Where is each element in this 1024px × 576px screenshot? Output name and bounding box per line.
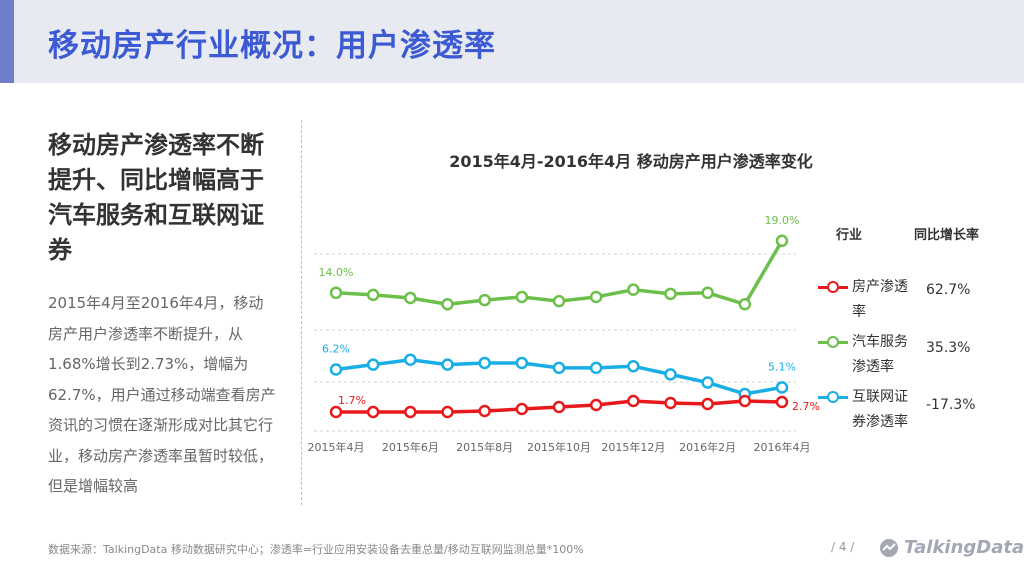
data-point [552,361,566,375]
header-bar [0,0,1024,83]
brand-logo: TalkingData [878,536,1024,560]
data-point [515,356,529,370]
data-point [366,358,380,371]
data-label: 19.0% [765,214,800,227]
data-point [627,359,640,373]
data-point [701,397,714,411]
page-number: / 4 / [831,540,855,554]
data-label: 6.2% [322,343,350,356]
data-point [775,234,789,248]
data-point [441,358,454,371]
data-point [701,376,714,389]
headline: 移动房产渗透率不断提升、同比增幅高于汽车服务和互联网证券 [48,131,264,264]
data-point [366,288,380,302]
data-label: 14.0% [319,266,354,279]
data-point [627,394,640,408]
data-label: 1.7% [338,394,366,407]
data-point [478,404,491,418]
legend-growth-auto: 35.3% [926,340,971,356]
data-point [589,290,603,304]
data-point [701,286,714,300]
legend-label: 互联网证券渗透率 [852,389,908,430]
brand-name: TalkingData [904,537,1024,558]
x-tick-label: 2016年2月 [679,440,736,454]
body-text: 2015年4月至2016年4月，移动房产用户渗透率不断提升，从1.68%增长到2… [48,294,276,495]
data-point [441,297,454,311]
legend-industry-header: 行业 [836,228,863,243]
data-point [664,368,677,381]
x-tick-label: 2015年10月 [527,440,591,454]
data-point [775,395,789,409]
legend-line-icon [818,391,848,403]
data-point [738,297,752,311]
page-title: 移动房产行业概况：用户渗透率 [48,28,496,64]
divider [301,120,302,505]
data-point [515,290,529,304]
legend-line-icon [818,336,848,348]
x-tick-label: 2015年8月 [456,440,513,454]
data-point [329,405,343,419]
talkingdata-logo-icon [880,539,898,557]
data-point [478,356,491,370]
x-tick-label: 2015年4月 [308,440,365,454]
data-point [404,405,417,419]
data-point [404,291,417,305]
legend-growth-securities: -17.3% [926,397,976,413]
legend-label: 房产渗透率 [852,279,908,320]
legend-growth-header: 同比增长率 [914,228,980,243]
data-point [329,363,343,376]
data-point [515,402,529,416]
data-label: 2.7% [792,400,820,413]
data-point [589,398,603,412]
chart-title: 2015年4月-2016年4月 移动房产用户渗透率变化 [449,152,813,171]
x-tick-label: 2015年12月 [601,440,665,454]
data-point [627,283,640,296]
data-label: 5.1% [768,360,796,373]
data-point [552,400,566,414]
data-point [329,286,343,300]
legend-growth-housing: 62.7% [926,282,971,298]
data-source-note: 数据来源：TalkingData 移动数据研究中心；渗透率=行业应用安装设备去重… [48,543,584,556]
legend-label: 汽车服务渗透率 [852,334,908,375]
data-point [552,294,566,308]
x-tick-label: 2015年6月 [382,440,439,454]
data-point [775,381,789,394]
data-point [664,287,677,301]
data-point [738,394,752,408]
data-point [366,405,380,419]
header-accent [0,0,14,83]
data-point [664,396,677,410]
data-point [441,405,454,419]
data-point [589,361,603,375]
series-line [335,239,784,306]
legend-line-icon [818,281,848,293]
data-point [404,353,417,366]
data-point [478,293,491,307]
x-tick-label: 2016年4月 [754,440,811,454]
